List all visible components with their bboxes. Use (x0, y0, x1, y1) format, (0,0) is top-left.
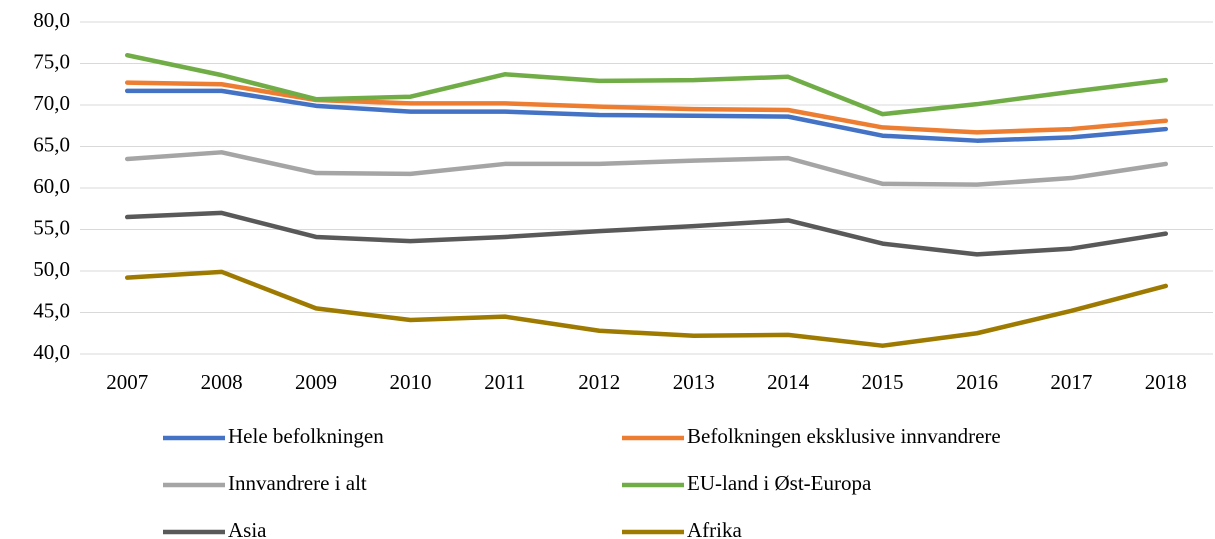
x-tick-label: 2008 (201, 370, 243, 394)
y-tick-label: 40,0 (33, 340, 70, 364)
y-tick-label: 70,0 (33, 91, 70, 115)
y-tick-label: 80,0 (33, 8, 70, 32)
x-tick-label: 2009 (295, 370, 337, 394)
x-tick-label: 2012 (578, 370, 620, 394)
y-tick-label: 50,0 (33, 257, 70, 281)
y-tick-label: 75,0 (33, 49, 70, 73)
series-line (124, 150, 1169, 187)
series-line (124, 269, 1169, 348)
x-tick-label: 2011 (484, 370, 525, 394)
legend-label: Asia (228, 518, 267, 539)
x-tick-label: 2010 (389, 370, 431, 394)
legend-label: Innvandrere i alt (228, 471, 367, 495)
legend-label: Hele befolkningen (228, 424, 384, 448)
x-tick-label: 2014 (767, 370, 810, 394)
x-tick-label: 2016 (956, 370, 998, 394)
x-tick-label: 2018 (1145, 370, 1187, 394)
x-tick-label: 2013 (673, 370, 715, 394)
series-line (124, 88, 1169, 143)
y-tick-label: 60,0 (33, 174, 70, 198)
y-tick-label: 45,0 (33, 298, 70, 322)
legend-label: Befolkningen eksklusive innvandrere (687, 424, 1001, 448)
legend-label: EU-land i Øst-Europa (687, 471, 872, 495)
series-line (124, 52, 1169, 117)
series-line (124, 210, 1169, 257)
x-tick-label: 2007 (106, 370, 148, 394)
y-tick-label: 55,0 (33, 215, 70, 239)
legend-label: Afrika (687, 518, 742, 539)
y-tick-label: 65,0 (33, 132, 70, 156)
x-tick-label: 2015 (862, 370, 904, 394)
x-tick-label: 2017 (1050, 370, 1092, 394)
